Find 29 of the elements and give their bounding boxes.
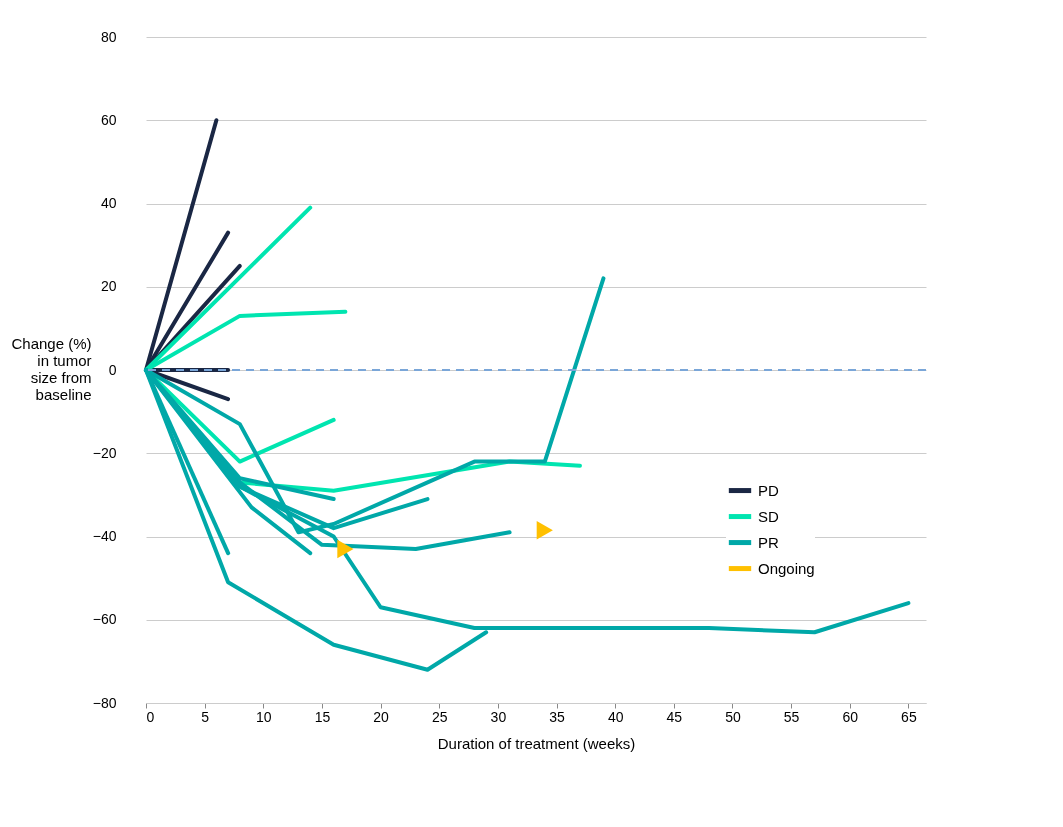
legend-label: Ongoing <box>758 559 815 577</box>
x-tick-label: 15 <box>314 708 331 725</box>
x-tick-label: 50 <box>725 708 741 725</box>
legend-label: PD <box>758 481 779 499</box>
x-tick-label: 5 <box>201 708 210 725</box>
x-tick-label: 25 <box>431 708 448 725</box>
y-tick-label: −20 <box>92 444 117 461</box>
x-tick-label: 35 <box>549 708 566 725</box>
x-tick-label: 45 <box>666 708 683 725</box>
y-tick-label: 80 <box>100 28 117 45</box>
x-tick-label: 20 <box>373 708 390 725</box>
x-tick-label: 60 <box>842 708 859 725</box>
x-tick-label: 65 <box>901 708 917 725</box>
y-tick-label: 20 <box>100 278 117 295</box>
y-tick-label: 40 <box>100 195 117 211</box>
x-tick-label: 55 <box>783 708 800 725</box>
x-tick-label: 30 <box>490 708 507 725</box>
x-axis-title: Duration of treatment (weeks) <box>437 734 636 752</box>
x-tick-label: 0 <box>146 708 155 725</box>
x-tick-label: 40 <box>607 708 624 725</box>
legend-label: PR <box>758 533 779 551</box>
y-tick-label: 60 <box>100 111 117 128</box>
legend-label: SD <box>758 507 779 525</box>
y-tick-label: −80 <box>92 694 117 711</box>
y-tick-label: −60 <box>92 611 117 628</box>
x-tick-label: 10 <box>256 708 272 725</box>
y-tick-label: −40 <box>92 528 117 544</box>
y-tick-label: 0 <box>108 361 117 378</box>
y-axis-title: Change (%) in tumor size from baseline <box>11 334 92 403</box>
